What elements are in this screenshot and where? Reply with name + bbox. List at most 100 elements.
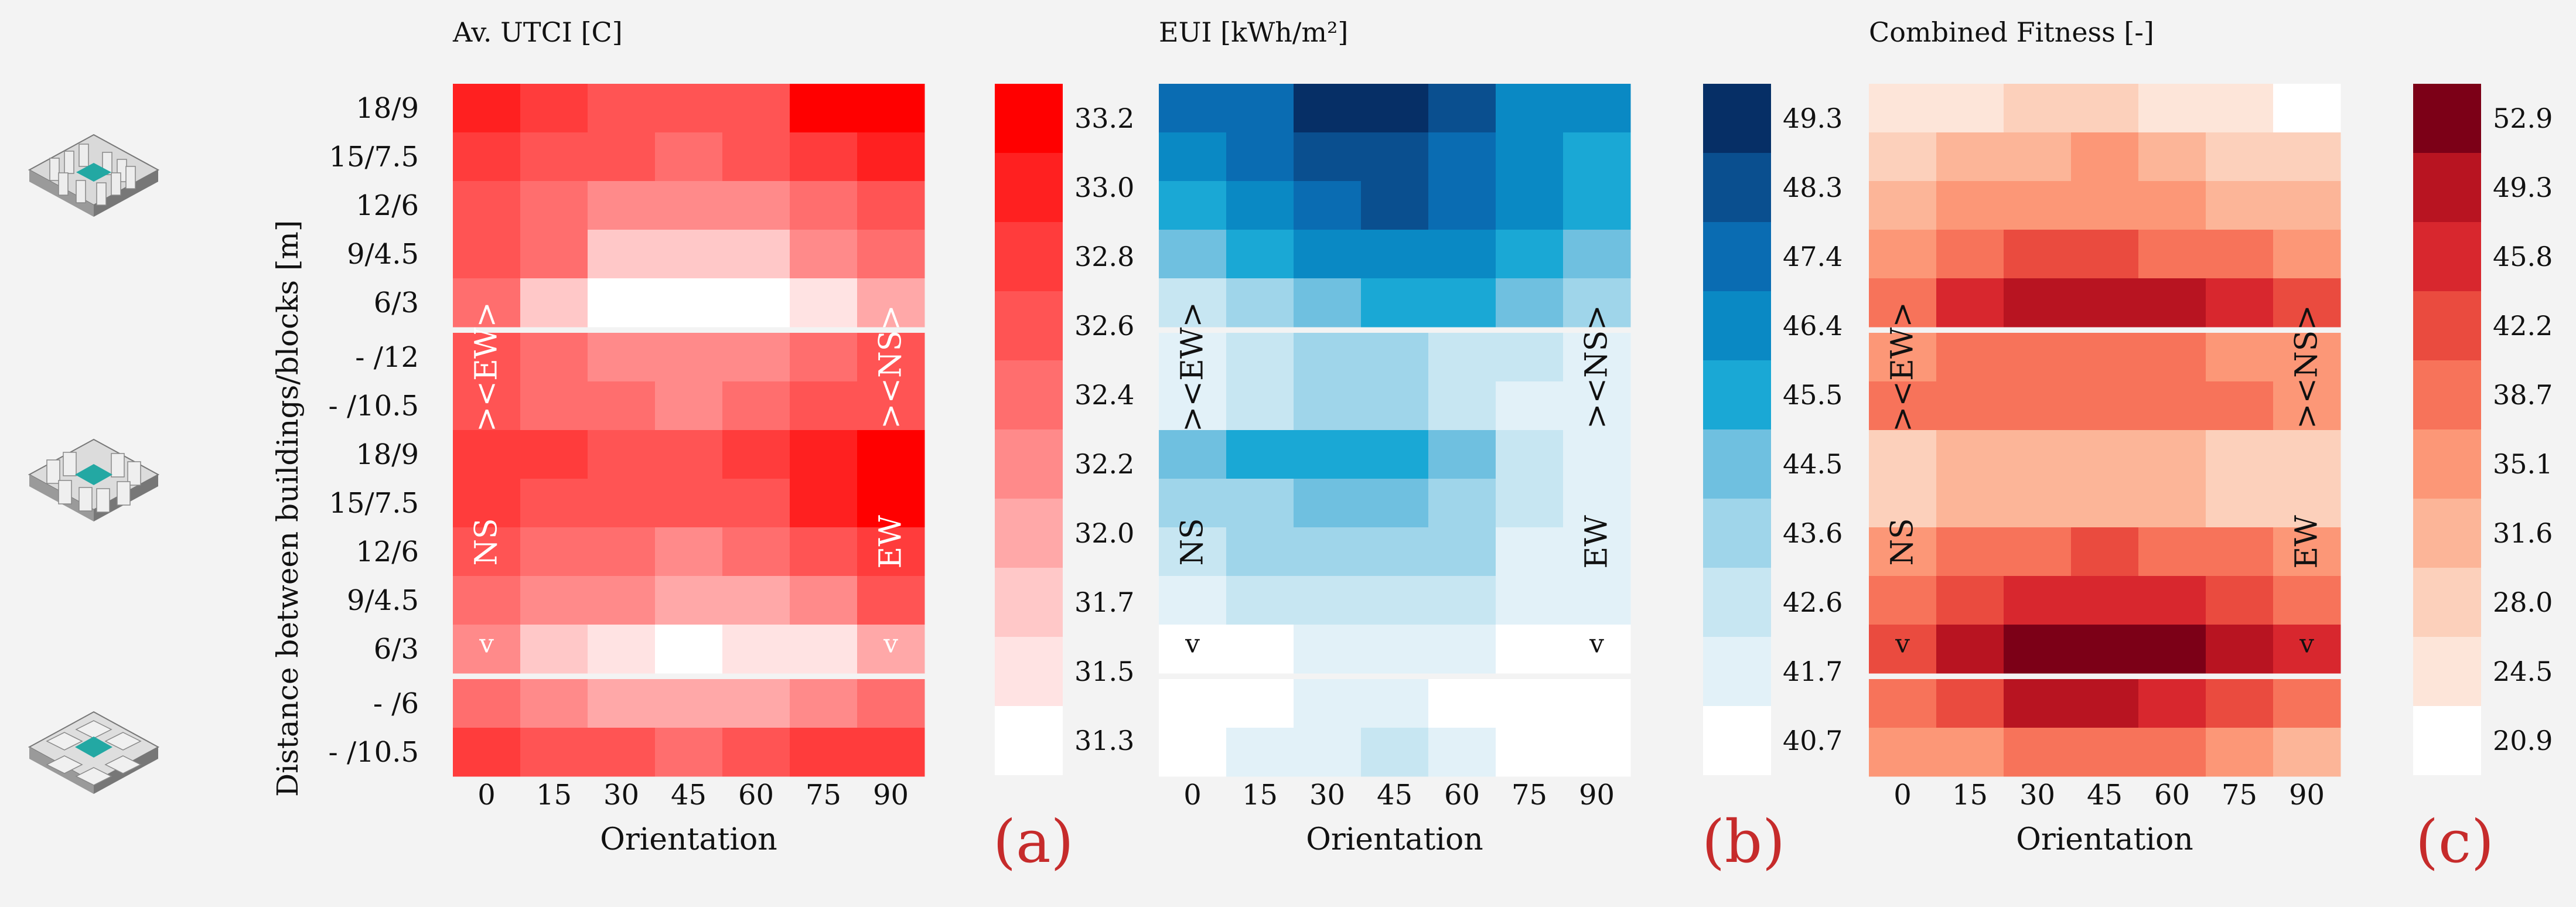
heatmap-cell: [722, 181, 790, 230]
heatmap-cell: [520, 625, 588, 674]
heatmap-cell: [453, 278, 521, 328]
heatmap-cell: [2273, 479, 2341, 528]
heatmap-cell: [1563, 132, 1631, 182]
colorbar-swatch: [995, 499, 1063, 568]
heatmap-cell: [1361, 625, 1429, 674]
cross-block-drawing: [28, 711, 160, 794]
heatmap-cell: [520, 181, 588, 230]
heatmap-cell: [520, 381, 588, 431]
colorbar-swatch: [2413, 222, 2481, 292]
heatmap-cell: [1936, 479, 2004, 528]
heatmap-cell: [520, 132, 588, 182]
x-tick-label: 90: [873, 779, 909, 811]
heatmap-cell: [2273, 84, 2341, 133]
heatmap-cell: [1869, 679, 1937, 728]
heatmap-cell: [588, 84, 656, 133]
heatmap-cell: [520, 430, 588, 479]
x-tick-label: 15: [1952, 779, 1988, 811]
heatmap-cell: [2004, 625, 2072, 674]
heatmap-cell: [722, 527, 790, 577]
heatmap-cell: [520, 84, 588, 133]
heatmap-cell: [1563, 625, 1631, 674]
heatmap-cell: [520, 333, 588, 382]
x-tick-label: 60: [2154, 779, 2190, 811]
heatmap-cell: [655, 181, 723, 230]
colorbar-tick-label: 43.6: [1783, 517, 1843, 549]
row-label: 15/7.5: [329, 486, 419, 520]
heatmap-cell: [655, 381, 723, 431]
heatmap-cell: [1869, 430, 1937, 479]
colorbar-swatch: [995, 222, 1063, 292]
row-label: 12/6: [356, 189, 419, 222]
heatmap-cell: [1159, 181, 1227, 230]
row-label: 12/6: [356, 535, 419, 568]
heatmap-cell: [1936, 625, 2004, 674]
row-label: 6/3: [373, 632, 419, 666]
heatmap-cell: [1361, 181, 1429, 230]
heatmap-cell: [1563, 381, 1631, 431]
heatmap-cell: [1869, 333, 1937, 382]
heatmap-cell: [1869, 84, 1937, 133]
heatmap-cell: [588, 576, 656, 625]
x-tick-label: 30: [1309, 779, 1345, 811]
heatmap-annotation: v: [1895, 629, 1910, 659]
heatmap-cell: [453, 181, 521, 230]
heatmap-cell: [722, 625, 790, 674]
heatmap-cell: [2273, 278, 2341, 328]
heatmap-cell: [2071, 230, 2139, 279]
x-tick-label: 15: [1242, 779, 1278, 811]
heatmap-cell: [453, 527, 521, 577]
heatmap-fitness: ><EW> ><NS> NS EW v v 0 15 30 45 60 75 90 Orientation: [1869, 84, 2341, 857]
heatmap-cell: [2138, 479, 2206, 528]
heatmap-utci: ><EW> ><NS> NS EW v v 0 15 30 45 60 75 90 Orientation: [453, 84, 925, 857]
heatmap-cell: [1428, 728, 1496, 777]
heatmap-cell: [1226, 230, 1294, 279]
heatmap-cell: [2273, 527, 2341, 577]
heatmap-cell: [2273, 625, 2341, 674]
colorbar-swatch: [1703, 84, 1771, 154]
heatmap-cell: [1226, 430, 1294, 479]
heatmap-cell: [790, 728, 858, 777]
heatmap-cell: [1869, 576, 1937, 625]
heatmap-cell: [1226, 381, 1294, 431]
heatmap-cell: [1159, 479, 1227, 528]
heatmap-cell: [1936, 132, 2004, 182]
heatmap-cell: [588, 132, 656, 182]
heatmap-cell: [1428, 679, 1496, 728]
x-axis-label: Orientation: [1306, 822, 1483, 857]
heatmap-cell: [1361, 132, 1429, 182]
heatmap-cell: [1428, 278, 1496, 328]
heatmap-cell: [1869, 381, 1937, 431]
heatmap-cell: [2004, 84, 2072, 133]
heatmap-cell: [1428, 576, 1496, 625]
colorbar-swatch: [1703, 637, 1771, 707]
heatmap-cell: [1936, 181, 2004, 230]
courtyard-block-drawing: [28, 438, 160, 521]
colorbar-tick-label: 47.4: [1783, 241, 1843, 272]
colorbar-swatch: [1703, 222, 1771, 292]
heatmap-cell: [2273, 181, 2341, 230]
heatmap-cell: [655, 333, 723, 382]
heatmap-cell: [1869, 132, 1937, 182]
heatmap-cell: [2138, 333, 2206, 382]
heatmap-cell: [1226, 479, 1294, 528]
colorbar-tick-label: 48.3: [1783, 172, 1843, 203]
heatmap-cell: [1936, 527, 2004, 577]
heatmap-cell: [588, 728, 656, 777]
heatmap-cell: [857, 381, 925, 431]
heatmap-cell: [2206, 84, 2274, 133]
heatmap-cell: [857, 278, 925, 328]
heatmap-cell: [1428, 132, 1496, 182]
heatmap-cell: [1496, 728, 1564, 777]
heatmap-cell: [1294, 230, 1362, 279]
colorbar-swatch: [1703, 153, 1771, 223]
heatmap-cell: [2004, 479, 2072, 528]
courtyard-block-icon: [23, 428, 164, 547]
heatmap-cell: [453, 728, 521, 777]
colorbar-tick-label: 40.7: [1783, 725, 1843, 756]
colorbar-swatch: [2413, 360, 2481, 430]
panel-label-b: (b): [1702, 807, 1786, 876]
heatmap-cell: [2071, 430, 2139, 479]
heatmap-annotation: v: [2299, 629, 2314, 659]
x-axis-label: Orientation: [2016, 822, 2193, 857]
